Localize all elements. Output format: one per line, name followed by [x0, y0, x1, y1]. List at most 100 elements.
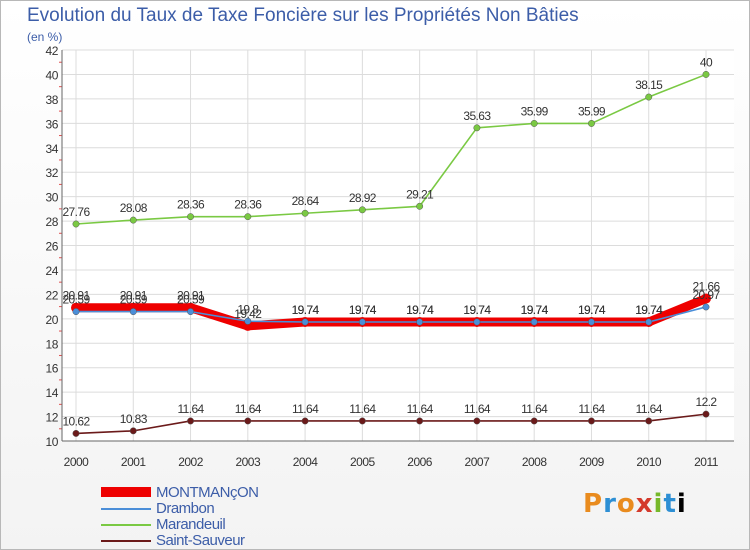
y-tick-label: 38	[45, 93, 58, 107]
data-label-drambon: 19.74	[463, 303, 491, 317]
data-point-drambon	[416, 318, 424, 326]
data-label-montmancon: 19.74	[349, 303, 377, 317]
data-label-saint-sauveur: 11.64	[292, 402, 319, 416]
data-point-marandeuil	[301, 209, 309, 217]
data-label-montmancon: 19.74	[406, 303, 434, 317]
series-line-drambon	[75, 306, 707, 323]
x-tick-label: 2010	[636, 455, 662, 469]
legend-swatch-marandeuil	[101, 524, 151, 526]
data-label-saint-sauveur: 11.64	[177, 402, 204, 416]
x-tick-label: 2003	[235, 455, 261, 469]
data-point-drambon	[645, 318, 653, 326]
data-label-drambon: 19.74	[292, 303, 320, 317]
data-point-drambon	[72, 308, 80, 316]
data-label-drambon: 19.74	[578, 303, 606, 317]
data-point-drambon	[301, 318, 309, 326]
logo-letter: i	[676, 489, 687, 519]
data-point-marandeuil	[702, 70, 710, 78]
y-tick-label: 34	[45, 142, 58, 156]
data-label-saint-sauveur: 11.64	[578, 402, 605, 416]
data-point-saint-sauveur	[416, 417, 424, 425]
logo-letter: r	[603, 489, 617, 519]
y-tick-label: 32	[45, 166, 58, 180]
data-label-saint-sauveur: 10.62	[62, 414, 90, 428]
data-point-montmancon	[701, 293, 711, 304]
data-point-drambon	[702, 303, 710, 311]
x-tick-label: 2009	[579, 455, 605, 469]
data-label-marandeuil: 40	[700, 55, 713, 69]
data-label-montmancon: 19.74	[635, 303, 663, 317]
data-point-saint-sauveur	[187, 417, 194, 425]
y-tick-label: 18	[45, 337, 58, 351]
data-point-drambon	[530, 318, 538, 326]
x-tick-label: 2006	[407, 455, 433, 469]
proxiti-logo: Proxiti	[583, 489, 687, 519]
y-tick-label: 16	[45, 362, 58, 376]
data-label-montmancon: 19.74	[578, 303, 606, 317]
data-label-drambon: 19.74	[635, 303, 663, 317]
y-tick-label: 22	[45, 288, 58, 302]
logo-letter: i	[653, 489, 664, 519]
data-point-marandeuil	[129, 216, 137, 224]
x-tick-label: 2005	[350, 455, 376, 469]
logo-letter: t	[663, 489, 677, 519]
data-point-saint-sauveur	[645, 417, 653, 425]
data-label-marandeuil: 28.92	[349, 191, 377, 205]
data-label-montmancon: 20.91	[177, 289, 205, 303]
legend-swatch-drambon	[101, 508, 151, 510]
x-tick-label: 2007	[465, 455, 491, 469]
data-label-montmancon: 19.74	[292, 303, 320, 317]
data-label-montmancon: 19.74	[521, 303, 549, 317]
data-label-saint-sauveur: 12.2	[696, 395, 718, 409]
logo-letter: P	[583, 489, 604, 519]
data-point-marandeuil	[416, 202, 424, 210]
legend-swatch-saint-sauveur	[101, 540, 151, 542]
y-tick-label: 42	[45, 44, 58, 58]
y-tick-label: 10	[45, 435, 58, 449]
data-label-saint-sauveur: 11.64	[349, 402, 376, 416]
data-label-marandeuil: 28.36	[177, 198, 205, 212]
x-tick-label: 2002	[178, 455, 204, 469]
y-tick-label: 14	[45, 386, 58, 400]
data-label-drambon: 19.74	[521, 303, 549, 317]
data-label-saint-sauveur: 11.64	[636, 402, 663, 416]
data-point-marandeuil	[358, 206, 366, 214]
y-tick-label: 36	[45, 117, 58, 131]
y-tick-label: 40	[45, 68, 58, 82]
legend-label-marandeuil: Marandeuil	[156, 516, 226, 533]
data-point-marandeuil	[588, 119, 595, 127]
x-tick-label: 2008	[522, 455, 548, 469]
data-point-saint-sauveur	[530, 417, 538, 425]
data-point-saint-sauveur	[702, 410, 710, 418]
y-axis-unit-label: (en %)	[27, 30, 63, 44]
data-label-montmancon: 20.91	[62, 289, 90, 303]
data-point-drambon	[244, 317, 252, 325]
data-label-saint-sauveur: 11.64	[464, 402, 491, 416]
data-label-montmancon: 20.91	[120, 289, 148, 303]
data-label-marandeuil: 38.15	[635, 78, 663, 92]
x-tick-label: 2001	[121, 455, 147, 469]
data-point-drambon	[473, 318, 481, 326]
data-label-saint-sauveur: 10.83	[120, 412, 148, 426]
y-tick-label: 26	[45, 240, 58, 254]
data-point-saint-sauveur	[129, 427, 137, 435]
x-tick-label: 2011	[694, 455, 719, 469]
data-label-marandeuil: 28.08	[120, 201, 148, 215]
data-label-marandeuil: 28.36	[234, 198, 262, 212]
data-point-marandeuil	[473, 124, 481, 132]
data-point-drambon	[358, 318, 366, 326]
legend-swatch-montmancon	[101, 487, 151, 497]
x-tick-label: 2004	[293, 455, 319, 469]
data-label-marandeuil: 35.63	[463, 109, 491, 123]
logo-letter: x	[635, 489, 654, 519]
data-label-drambon: 20.59	[120, 293, 148, 307]
legend-label-montmancon: MONTMANçON	[156, 484, 259, 501]
data-label-drambon: 19.8	[237, 302, 259, 316]
data-label-marandeuil: 35.99	[578, 104, 606, 118]
data-point-marandeuil	[187, 213, 194, 221]
data-label-drambon: 20.59	[62, 293, 90, 307]
x-tick-label: 2000	[64, 455, 90, 469]
data-label-saint-sauveur: 11.64	[521, 402, 548, 416]
data-point-drambon	[187, 308, 194, 316]
